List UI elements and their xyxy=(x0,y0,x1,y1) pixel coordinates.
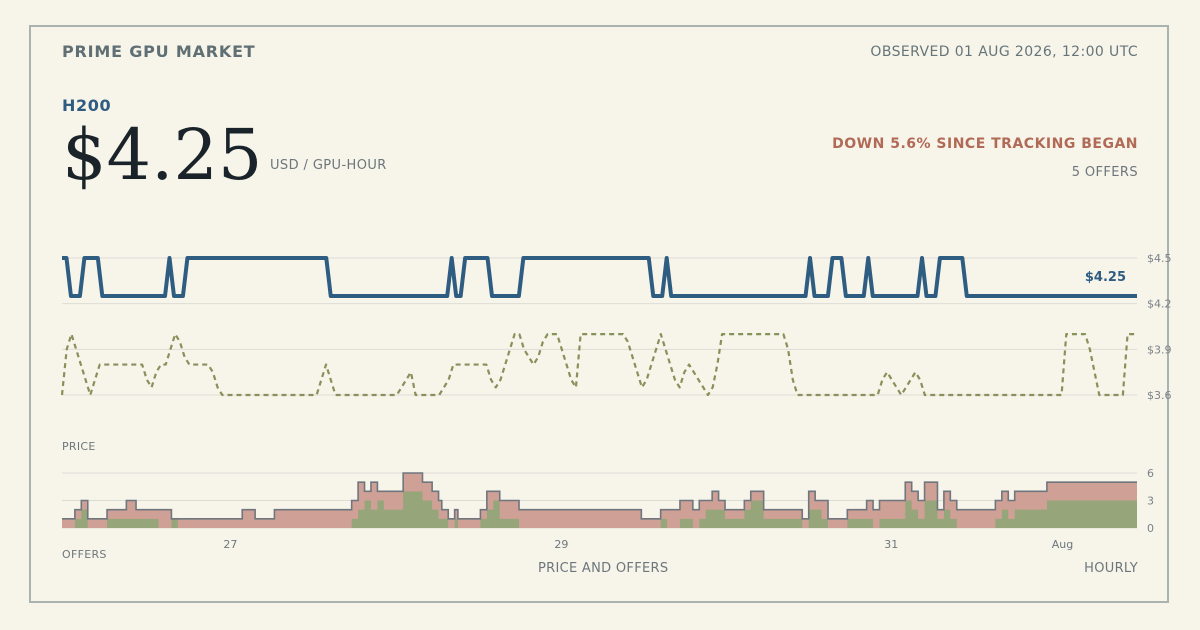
current-price: $4.25 xyxy=(62,114,263,196)
offers-tick-label: 6 xyxy=(1147,467,1154,480)
price-tick-label: $4.5 xyxy=(1147,252,1172,265)
date-tick-label: 29 xyxy=(554,538,568,551)
offers-outline xyxy=(62,472,1137,520)
offers-axis-label: OFFERS xyxy=(62,548,107,561)
observed-timestamp: OBSERVED 01 AUG 2026, 12:00 UTC xyxy=(870,44,1138,60)
offers-green-area xyxy=(62,491,1137,528)
offers-count: 5 OFFERS xyxy=(1071,165,1138,180)
gpu-name: H200 xyxy=(62,96,112,115)
offers-tick-label: 0 xyxy=(1147,522,1154,535)
date-tick-label: 31 xyxy=(884,538,898,551)
offers-total-area xyxy=(62,473,1137,528)
card-frame xyxy=(29,25,1169,603)
price-axis-label: PRICE xyxy=(62,440,96,453)
price-tick-label: $4.2 xyxy=(1147,298,1172,311)
secondary-price-line xyxy=(60,333,1137,397)
price-tick-label: $3.6 xyxy=(1147,389,1172,402)
price-unit: USD / GPU-HOUR xyxy=(270,158,387,173)
brand-title: PRIME GPU MARKET xyxy=(62,42,256,61)
date-tick-label: 27 xyxy=(223,538,237,551)
last-price-label: $4.25 xyxy=(1085,270,1126,285)
chart-frequency: HOURLY xyxy=(1084,561,1138,576)
offers-tick-label: 3 xyxy=(1147,495,1154,508)
price-tick-label: $3.9 xyxy=(1147,343,1172,356)
chart-caption: PRICE AND OFFERS xyxy=(538,561,669,576)
date-tick-label: Aug xyxy=(1052,538,1073,551)
price-line xyxy=(62,256,1137,299)
price-change: DOWN 5.6% SINCE TRACKING BEGAN xyxy=(832,136,1138,152)
